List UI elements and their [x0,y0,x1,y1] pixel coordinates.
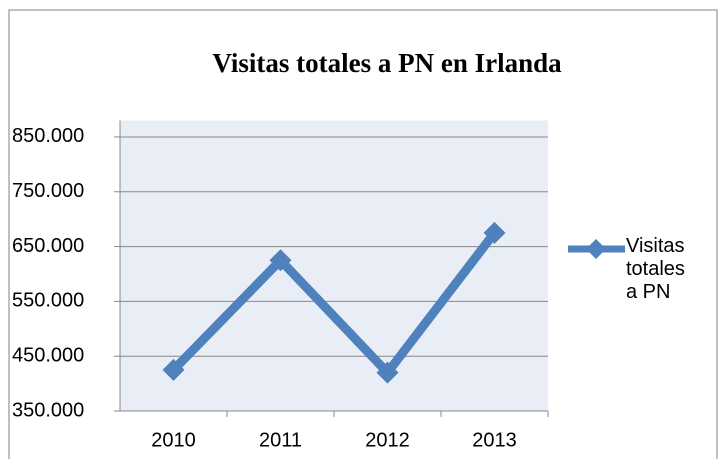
y-tick-label: 550.000 [12,290,84,312]
y-tick-label: 850.000 [12,125,84,147]
y-tick-label: 750.000 [12,180,84,202]
plot-area [120,120,548,411]
y-tick-label: 450.000 [12,344,84,366]
point-marker [483,221,506,244]
legend-label: Visitas totales a PN [626,235,685,303]
x-tick-label: 2012 [365,429,410,451]
chart-title: Visitas totales a PN en Irlanda [212,48,562,78]
point-marker [376,361,399,384]
y-tick-label: 350.000 [12,399,84,421]
point-marker [269,249,292,272]
y-tick-label: 650.000 [12,235,84,257]
legend-box: Visitas totales a PN [626,235,685,303]
series-line [170,230,499,378]
x-tick-label: 2013 [472,429,517,451]
x-tick-label: 2010 [151,429,196,451]
point-marker [162,358,185,381]
legend-marker [586,239,606,259]
x-tick-label: 2011 [259,429,302,451]
